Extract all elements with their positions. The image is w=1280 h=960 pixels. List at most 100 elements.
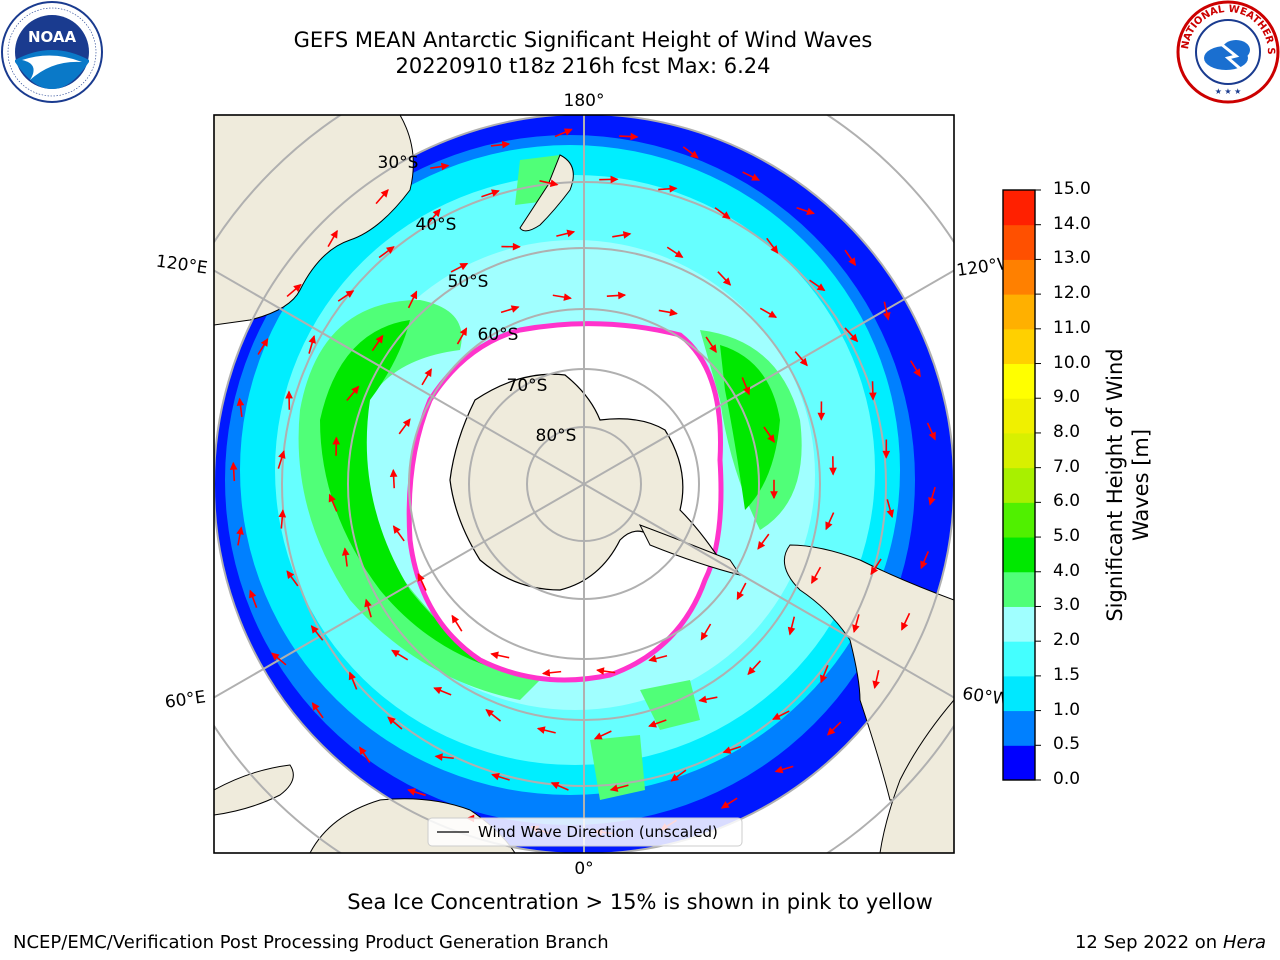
wave-direction-arrowhead <box>485 709 494 718</box>
wave-direction-arrowhead <box>670 773 680 782</box>
wave-direction-arrowhead <box>310 625 319 634</box>
wave-direction-arrowhead <box>829 467 837 476</box>
wave-direction-arrowhead <box>747 666 756 676</box>
wave-direction-arrowhead <box>285 390 293 399</box>
wave-direction-arrowhead <box>698 695 707 704</box>
wave-direction-arrowhead <box>536 726 546 734</box>
wave-direction-arrowhead <box>883 312 891 321</box>
wave-direction-arrowhead <box>811 575 819 585</box>
wave-direction-arrowhead <box>348 671 356 681</box>
wave-direction-arrowhead <box>870 566 879 576</box>
svg-text:NOAA: NOAA <box>28 28 77 46</box>
wave-direction-arrowhead <box>770 491 778 500</box>
chart-subtitle: 20220910 t18z 216h fcst Max: 6.24 <box>395 54 771 78</box>
wave-direction-arrowhead <box>690 150 699 159</box>
wave-direction-arrowhead <box>345 290 355 298</box>
wave-direction-arrowhead <box>433 687 443 695</box>
lon-label-120e: 120°E <box>155 252 209 279</box>
wave-direction-arrowhead <box>720 801 730 809</box>
wave-direction-arrowhead <box>271 652 280 661</box>
lat-label-50s: 50°S <box>448 272 489 292</box>
wave-direction-arrowhead <box>491 772 500 781</box>
wave-direction-arrowhead <box>236 526 244 535</box>
wave-height-field <box>214 115 954 853</box>
wave-direction-arrowhead <box>440 162 450 171</box>
wave-direction-arrowhead <box>386 246 395 254</box>
sea-ice-note: Sea Ice Concentration > 15% is shown in … <box>347 890 933 914</box>
wave-direction-arrowhead <box>609 784 619 792</box>
wave-direction-arrowhead <box>669 308 678 317</box>
colorbar-tick-label: 11.0 <box>1053 317 1091 338</box>
wave-direction-arrowhead <box>417 572 425 582</box>
wave-direction-arrowhead <box>491 189 500 197</box>
lat-label-30s: 30°S <box>378 153 419 173</box>
wave-direction-arrowhead <box>742 386 751 396</box>
colorbar-band <box>1003 398 1035 434</box>
wave-direction-arrowhead <box>617 291 627 300</box>
wave-direction-arrowhead <box>550 782 560 790</box>
colorbar-tick-label: 2.0 <box>1053 630 1081 651</box>
colorbar-tick-label: 9.0 <box>1053 387 1081 408</box>
wave-direction-arrowhead <box>928 431 936 441</box>
colorbar-tick-label: 3.0 <box>1053 595 1081 616</box>
lon-label-180: 180° <box>564 91 605 111</box>
colorbar-tick-label: 4.0 <box>1053 560 1081 581</box>
colorbar-tick-label: 13.0 <box>1053 248 1091 269</box>
wave-direction-arrowhead <box>286 570 295 580</box>
wave-direction-arrowhead <box>563 128 573 136</box>
wave-direction-arrowhead <box>610 175 619 184</box>
wave-direction-arrowhead <box>541 668 551 677</box>
wave-direction-arrowhead <box>757 541 766 550</box>
wave-direction-arrowhead <box>593 732 603 740</box>
wave-direction-arrowhead <box>774 765 784 774</box>
colorbar-tick-label: 1.5 <box>1053 664 1081 685</box>
wave-direction-arrowhead <box>722 746 732 754</box>
wave-direction-arrowhead <box>248 589 257 599</box>
lon-label-60e: 60°E <box>164 687 207 712</box>
colorbar-band <box>1003 328 1035 365</box>
colorbar-band <box>1003 294 1035 330</box>
wave-direction-arrowhead <box>563 293 572 301</box>
wave-direction-arrowhead <box>566 229 576 238</box>
wave-direction-arrowhead <box>330 229 338 239</box>
wave-direction-arrowhead <box>424 368 432 378</box>
graticule <box>214 115 954 853</box>
wave-direction-arrowhead <box>278 450 286 459</box>
wave-direction-arrowhead <box>278 509 287 518</box>
colorbar-band <box>1003 190 1035 226</box>
wave-direction-arrowhead <box>868 392 877 401</box>
wave-direction-arrowhead <box>901 621 909 631</box>
wave-direction-arrowhead <box>387 716 396 725</box>
lon-label-0: 0° <box>574 859 593 879</box>
wave-direction-arrowhead <box>770 245 779 254</box>
wave-direction-arrowhead <box>882 450 891 459</box>
colorbar-band <box>1003 467 1035 503</box>
wave-direction-arrowhead <box>817 412 826 421</box>
wave-direction-arrowhead <box>722 277 732 286</box>
wave-direction-arrowhead <box>751 173 760 181</box>
colorbar-tick-label: 6.0 <box>1053 491 1081 512</box>
wave-direction-arrowhead <box>380 189 389 198</box>
wave-direction-arrowhead <box>375 334 384 344</box>
wave-direction-arrowhead <box>451 614 460 624</box>
wave-direction-arrowhead <box>928 496 936 506</box>
colorbar-tick-label: 8.0 <box>1053 421 1081 442</box>
wave-direction-arrowhead <box>332 436 341 445</box>
wave-direction-arrowhead <box>359 746 367 756</box>
chart-title: GEFS MEAN Antarctic Significant Height o… <box>293 28 873 52</box>
wave-direction-arrowhead <box>512 242 521 251</box>
wave-direction-arrowhead <box>510 305 520 313</box>
colorbar-tick-label: 0.0 <box>1053 769 1081 789</box>
lat-label-80s: 80°S <box>536 426 577 446</box>
wave-direction-arrowhead <box>341 547 350 556</box>
colorbar-tick-label: 12.0 <box>1053 283 1091 304</box>
wave-direction-arrowhead <box>351 385 360 395</box>
colorbar-band <box>1003 675 1035 712</box>
wave-direction-arrowhead <box>549 179 559 187</box>
svg-text:★ ★ ★: ★ ★ ★ <box>1215 87 1242 96</box>
wave-direction-arrowhead <box>410 290 418 300</box>
colorbar-band <box>1003 641 1035 677</box>
wave-direction-arrowhead <box>709 344 717 354</box>
wave-direction-arrowhead <box>328 493 336 503</box>
